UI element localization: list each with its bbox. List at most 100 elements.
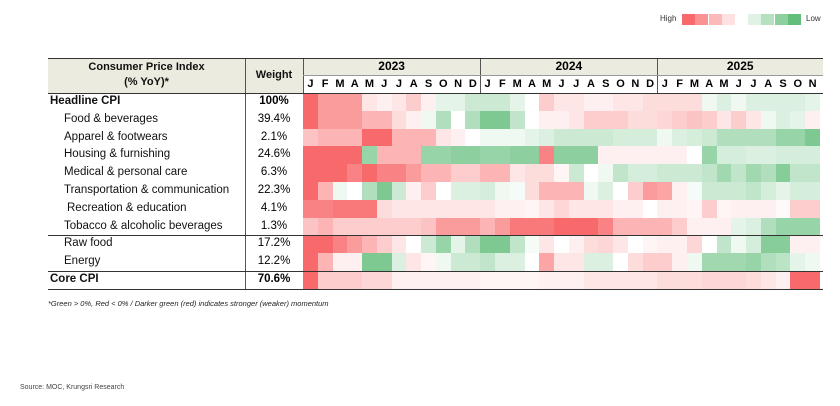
heatmap-cell bbox=[406, 235, 422, 254]
heatmap-cell bbox=[435, 235, 452, 254]
heatmap-cell bbox=[568, 146, 585, 165]
heatmap-cell bbox=[775, 110, 791, 129]
row-weight: 17.2% bbox=[257, 237, 291, 250]
heatmap-cell bbox=[583, 253, 599, 271]
heatmap-cell bbox=[391, 235, 407, 254]
heatmap-cell bbox=[627, 235, 644, 254]
heatmap-cell bbox=[435, 182, 452, 200]
heatmap-cell bbox=[391, 146, 407, 165]
heatmap-cell bbox=[554, 271, 570, 289]
heatmap-cell bbox=[790, 235, 806, 254]
heatmap-cell bbox=[687, 128, 703, 147]
heatmap-cell bbox=[509, 164, 526, 182]
heatmap-cell bbox=[303, 235, 319, 254]
month-header: N bbox=[631, 78, 640, 90]
heatmap-cell bbox=[672, 271, 688, 289]
heatmap-cell bbox=[598, 128, 614, 147]
legend-swatch-high-3 bbox=[721, 14, 735, 25]
heatmap-cell bbox=[524, 235, 540, 254]
heatmap-cell bbox=[657, 164, 673, 182]
row-label: Raw food bbox=[64, 237, 113, 250]
heatmap-cell bbox=[421, 110, 437, 129]
heatmap-cell bbox=[480, 271, 496, 289]
heatmap-cell bbox=[539, 217, 555, 236]
heatmap-cell bbox=[524, 110, 540, 129]
weight-divider-left bbox=[245, 58, 246, 289]
heatmap-cell bbox=[657, 271, 673, 289]
heatmap-cell bbox=[657, 253, 673, 271]
month-header: A bbox=[409, 78, 418, 90]
heatmap-cell bbox=[583, 217, 599, 236]
heatmap-cell bbox=[376, 146, 393, 165]
heatmap-cell bbox=[391, 93, 407, 111]
heatmap-cell bbox=[613, 271, 629, 289]
heatmap-cell bbox=[480, 182, 496, 200]
heatmap-cell bbox=[627, 128, 644, 147]
heatmap-cell bbox=[760, 199, 777, 218]
month-header: M bbox=[719, 78, 729, 90]
heatmap-cell bbox=[495, 110, 511, 129]
header-subtitle: (% YoY)* bbox=[124, 76, 169, 88]
heatmap-cell bbox=[539, 128, 555, 147]
heatmap-cell bbox=[731, 110, 747, 129]
heatmap-cell bbox=[805, 146, 821, 165]
heatmap-cell bbox=[317, 235, 334, 254]
heatmap-cell bbox=[642, 93, 658, 111]
heatmap-cell bbox=[775, 128, 791, 147]
heatmap-cell bbox=[731, 128, 747, 147]
heatmap-cell bbox=[627, 146, 644, 165]
heatmap-cell bbox=[495, 182, 511, 200]
month-header: N bbox=[808, 78, 817, 90]
heatmap-cell bbox=[524, 199, 540, 218]
row-label: Tobacco & alcoholic beverages bbox=[64, 219, 223, 232]
heatmap-cell bbox=[362, 235, 378, 254]
heatmap-cell bbox=[480, 146, 496, 165]
month-header: M bbox=[364, 78, 375, 90]
month-header: D bbox=[468, 78, 477, 90]
heatmap-cell bbox=[332, 146, 348, 165]
heatmap-cell bbox=[746, 182, 762, 200]
heatmap-cell bbox=[760, 93, 777, 111]
heatmap-cell bbox=[701, 93, 718, 111]
heatmap-cell bbox=[775, 182, 791, 200]
heatmap-cell bbox=[657, 235, 673, 254]
heatmap-cell bbox=[642, 164, 658, 182]
heatmap-cell bbox=[421, 182, 437, 200]
month-header: O bbox=[793, 78, 803, 90]
heatmap-cell bbox=[347, 110, 363, 129]
row-weight: 22.3% bbox=[257, 184, 291, 196]
heatmap-cell bbox=[687, 253, 703, 271]
heatmap-cell bbox=[435, 217, 452, 236]
heatmap-cell bbox=[332, 110, 348, 129]
heatmap-cell bbox=[760, 253, 777, 271]
heatmap-cell bbox=[317, 199, 334, 218]
heatmap-cell bbox=[539, 146, 555, 165]
heatmap-cell bbox=[627, 182, 644, 200]
heatmap-cell bbox=[524, 164, 540, 182]
heatmap-cell bbox=[421, 164, 437, 182]
heatmap-cell bbox=[613, 110, 629, 129]
heatmap-cell bbox=[716, 199, 732, 218]
heatmap-cell bbox=[760, 182, 777, 200]
heatmap-cell bbox=[568, 271, 585, 289]
heatmap-cell bbox=[746, 93, 762, 111]
heatmap-cell bbox=[465, 110, 481, 129]
heatmap-cell bbox=[583, 235, 599, 254]
heatmap-cell bbox=[642, 110, 658, 129]
heatmap-cell bbox=[760, 146, 777, 165]
heatmap-cell bbox=[598, 235, 614, 254]
heatmap-cell bbox=[775, 253, 791, 271]
heatmap-cell bbox=[716, 110, 732, 129]
header-weight: Weight bbox=[245, 58, 303, 93]
heatmap-cell bbox=[583, 271, 599, 289]
year-row-border bbox=[303, 75, 823, 76]
heatmap-cell bbox=[465, 93, 481, 111]
heatmap-cell bbox=[539, 110, 555, 129]
heatmap-cell bbox=[539, 93, 555, 111]
heatmap-cell bbox=[524, 217, 540, 236]
year-header-2025: 2025 bbox=[657, 58, 823, 75]
month-header: J bbox=[307, 78, 314, 90]
legend-swatch-low-2 bbox=[774, 14, 788, 25]
heatmap-cell bbox=[391, 164, 407, 182]
heatmap-cell bbox=[627, 110, 644, 129]
